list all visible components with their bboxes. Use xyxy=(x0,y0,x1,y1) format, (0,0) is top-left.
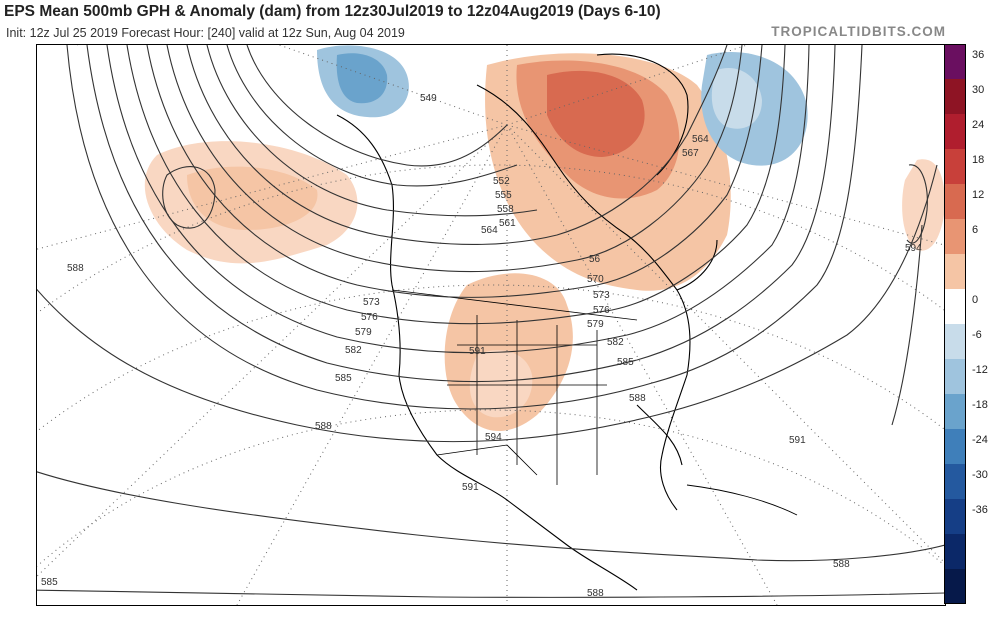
colorbar-tick-label: 30 xyxy=(972,84,985,96)
colorbar-cell xyxy=(944,149,966,185)
colorbar-cell xyxy=(944,44,966,80)
contour-map: 549 552 555 558 561 564 564 567 570 573 … xyxy=(36,44,946,606)
anomaly-colorbar xyxy=(944,44,966,604)
contour-label: 573 xyxy=(593,290,610,301)
contour-label: 56 xyxy=(589,254,601,265)
contour-label: 579 xyxy=(587,319,604,330)
contour-label: 558 xyxy=(497,204,514,215)
colorbar-cell xyxy=(944,429,966,465)
contour-label: 588 xyxy=(67,263,84,274)
contour-label: 579 xyxy=(355,327,372,338)
map-subtitle: Init: 12z Jul 25 2019 Forecast Hour: [24… xyxy=(6,26,405,40)
contour-label: 588 xyxy=(587,588,604,599)
colorbar-cell xyxy=(944,569,966,604)
colorbar-cell xyxy=(944,324,966,360)
contour-labels: 549 552 555 558 561 564 564 567 570 573 … xyxy=(41,93,922,599)
contour-label: 594 xyxy=(485,432,502,443)
colorbar-tick-label: -6 xyxy=(972,329,982,341)
colorbar-tick-label: -30 xyxy=(972,469,988,481)
colorbar-tick-label: -18 xyxy=(972,399,988,411)
contour-label: 582 xyxy=(607,337,624,348)
colorbar-cell xyxy=(944,534,966,570)
colorbar-tick-label: 18 xyxy=(972,154,985,166)
contour-label: 585 xyxy=(617,357,634,368)
contour-label: 591 xyxy=(789,435,806,446)
colorbar-tick-label: -24 xyxy=(972,434,988,446)
contour-label: 582 xyxy=(345,345,362,356)
colorbar-cell xyxy=(944,499,966,535)
colorbar-tick-label: 12 xyxy=(972,189,985,201)
political-borders xyxy=(391,289,638,485)
colorbar-cell xyxy=(944,114,966,150)
contour-label: 567 xyxy=(682,148,699,159)
graticule xyxy=(37,45,945,605)
contour-label: 588 xyxy=(833,559,850,570)
contour-label: 570 xyxy=(587,274,604,285)
colorbar-cell xyxy=(944,79,966,115)
colorbar-tick-label: -12 xyxy=(972,364,988,376)
contour-label: 555 xyxy=(495,190,512,201)
anomaly-atlantic xyxy=(902,159,945,251)
colorbar-cell xyxy=(944,184,966,220)
negative-anomaly-shading xyxy=(317,45,808,166)
brand-watermark: TROPICALTIDBITS.COM xyxy=(771,24,946,39)
positive-anomaly-shading xyxy=(144,53,945,432)
colorbar-tick-label: 24 xyxy=(972,119,985,131)
colorbar-tick-label: 36 xyxy=(972,49,985,61)
coastlines xyxy=(336,53,798,591)
colorbar-cell xyxy=(944,394,966,430)
contour-label: 564 xyxy=(481,225,498,236)
colorbar-cell xyxy=(944,289,966,325)
colorbar-tick-label: 6 xyxy=(972,224,979,236)
colorbar-cell xyxy=(944,254,966,290)
colorbar-tick-label: -36 xyxy=(972,504,988,516)
contour-label: 564 xyxy=(692,134,709,145)
colorbar-cell xyxy=(944,219,966,255)
contour-label: 549 xyxy=(420,93,437,104)
contour-label: 576 xyxy=(361,312,378,323)
colorbar-cell xyxy=(944,464,966,500)
colorbar-cell xyxy=(944,359,966,395)
contour-label: 561 xyxy=(499,218,516,229)
contour-label: 573 xyxy=(363,297,380,308)
contour-label: 588 xyxy=(629,393,646,404)
map-title: EPS Mean 500mb GPH & Anomaly (dam) from … xyxy=(4,3,661,20)
contour-label: 591 xyxy=(469,346,486,357)
contour-label: 588 xyxy=(315,421,332,432)
colorbar-tick-label: 0 xyxy=(972,294,979,306)
contour-label: 594 xyxy=(905,243,922,254)
contour-label: 585 xyxy=(335,373,352,384)
contour-label: 585 xyxy=(41,577,58,588)
contour-label: 552 xyxy=(493,176,510,187)
contour-label: 576 xyxy=(593,305,610,316)
contour-label: 591 xyxy=(462,482,479,493)
